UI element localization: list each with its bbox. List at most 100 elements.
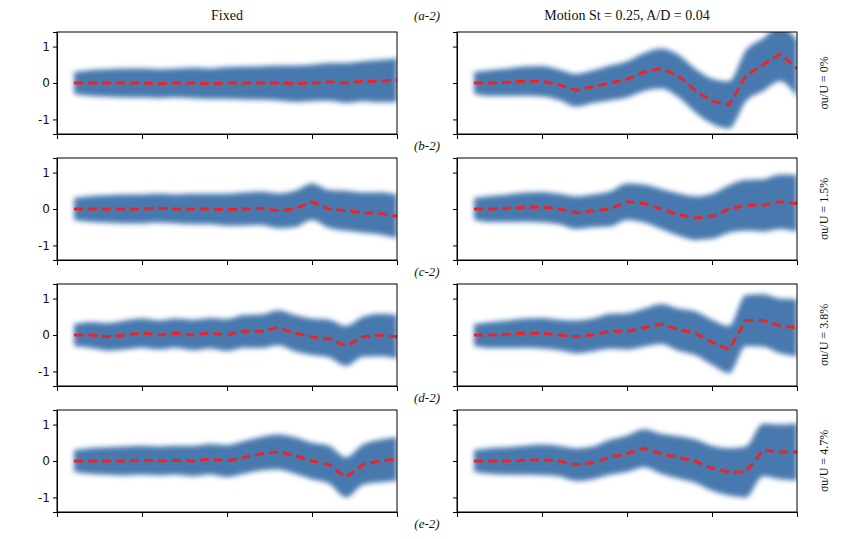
y-tick: 0 [42,202,57,216]
axis-line [58,261,398,266]
tick-mark [53,497,57,498]
centerline [474,202,797,218]
panel-label: (d-2) [414,390,440,405]
x-tick [142,260,143,265]
y-tick [453,461,457,462]
panel-label: (b-2) [414,138,440,153]
axis-line [58,387,398,392]
tick-mark [712,512,713,517]
x-axis [458,512,798,517]
panel-label: (e-2) [414,516,439,531]
centerline [74,452,397,478]
tick-label: -1 [38,491,50,505]
tick-mark [453,371,457,372]
row-label: σu/U = 3.8% [817,304,831,366]
x-axis [58,512,398,517]
panel: -1 0 1 [38,32,397,139]
axis-line [458,261,798,266]
tick-mark [627,134,628,139]
x-tick [627,386,628,391]
plot-frame [57,32,397,134]
tick-label: 1 [42,40,50,54]
tick-label: 0 [42,328,50,342]
plot-frame [457,410,797,512]
column-title: Motion St = 0.25, A/D = 0.04 [544,8,710,23]
x-tick [227,512,228,517]
panel [453,284,798,391]
tick-mark [53,245,57,246]
centerline [74,328,397,346]
x-tick [627,134,628,139]
tick-mark [453,47,457,48]
tick-mark [627,512,628,517]
panel-label: (c-2) [414,264,439,279]
tick-label: -1 [38,239,50,253]
tick-mark [453,245,457,246]
centerline [474,54,797,105]
plot-area [74,58,397,103]
tick-label: 0 [42,76,50,90]
plot-area [474,294,797,373]
y-tick: 1 [42,418,57,432]
tick-mark [312,260,313,265]
centerline [474,448,797,472]
column-title: Fixed [211,8,243,23]
x-tick [627,512,628,517]
y-tick: -1 [38,365,57,379]
row-label: σu/U = 4.7% [817,430,831,492]
tick-mark [627,386,628,391]
x-axis [58,386,398,391]
tick-mark [142,134,143,139]
tick-mark [453,209,457,210]
x-tick [542,260,543,265]
tick-mark [53,371,57,372]
tick-mark [53,83,57,84]
y-tick: 1 [42,292,57,306]
axis-line [58,513,398,518]
wake-band [474,32,797,129]
tick-mark [227,386,228,391]
x-tick [312,260,313,265]
tick-mark [53,299,57,300]
x-tick [627,260,628,265]
y-tick [453,425,457,426]
x-tick [227,386,228,391]
tick-mark [453,497,457,498]
tick-mark [142,386,143,391]
y-tick: 0 [42,454,57,468]
tick-mark [312,512,313,517]
y-tick [453,83,457,84]
x-axis [458,386,798,391]
tick-label: 0 [42,202,50,216]
tick-mark [53,209,57,210]
tick-label: -1 [38,113,50,127]
x-axis [458,134,798,139]
centerline [74,202,397,217]
y-tick: -1 [38,491,57,505]
y-tick [453,209,457,210]
panel: -1 0 1 [38,284,397,391]
y-tick: -1 [38,113,57,127]
y-tick [453,335,457,336]
panel: -101 [38,158,397,265]
tick-mark [312,386,313,391]
tick-mark [53,335,57,336]
x-tick [542,386,543,391]
plot-frame [457,158,797,260]
y-tick: -1 [38,239,57,253]
tick-mark [712,386,713,391]
y-tick [453,47,457,48]
y-axis: -1 0 1 [38,411,57,513]
x-axis [58,260,398,265]
plot-frame [457,284,797,386]
tick-mark [453,335,457,336]
axis-line [458,387,798,392]
plot-area [474,423,797,497]
x-axis [458,260,798,265]
tick-mark [627,260,628,265]
tick-mark [53,47,57,48]
y-tick: 0 [42,328,57,342]
x-tick [712,260,713,265]
x-axis [58,134,398,139]
y-axis: -1 0 1 [38,285,57,387]
